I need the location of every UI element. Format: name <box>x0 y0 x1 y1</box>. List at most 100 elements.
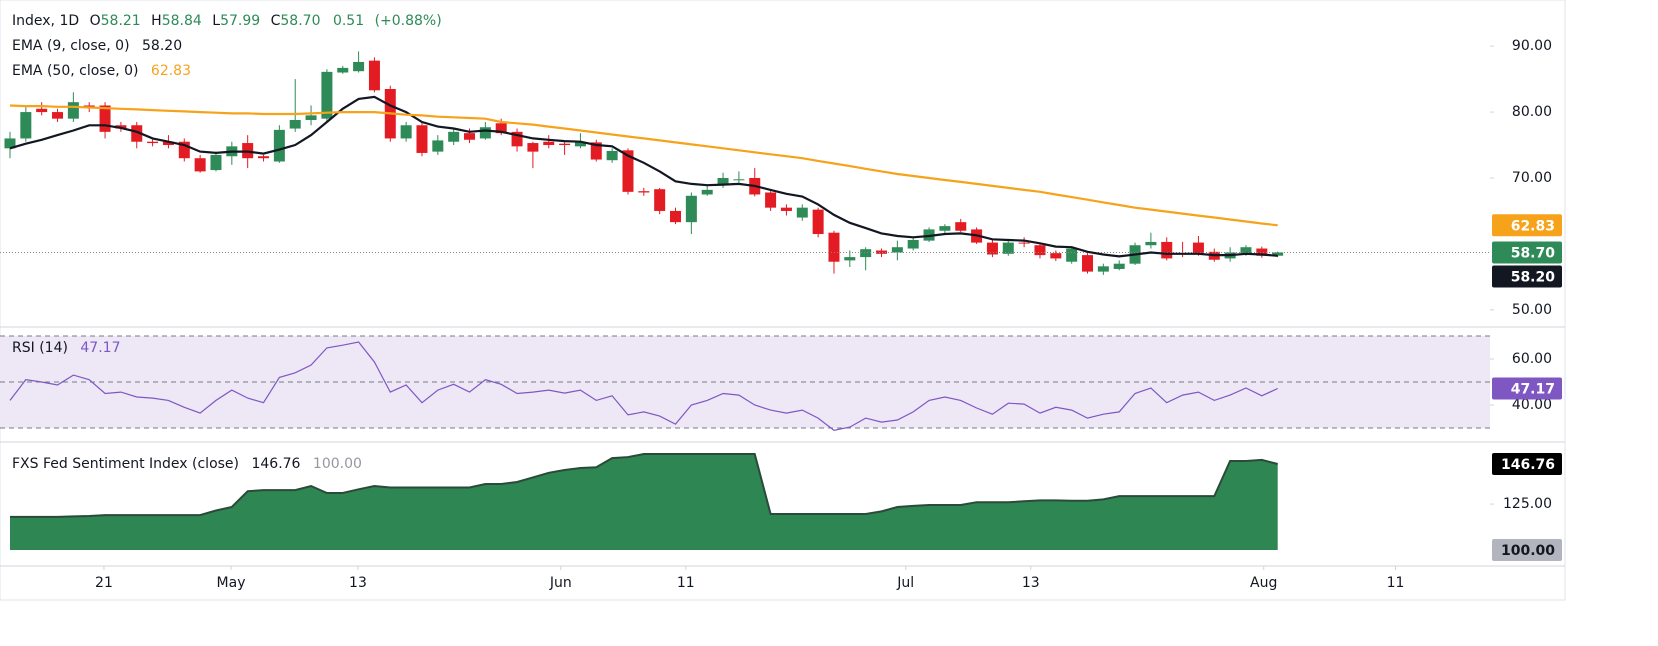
x-tick-label: 21 <box>95 575 113 591</box>
legend-entry: FXS Fed Sentiment Index (close) 146.76 1… <box>12 456 362 472</box>
candle-body <box>1018 242 1030 244</box>
y-tick-label: 50.00 <box>1512 302 1552 318</box>
candle-body <box>368 60 380 91</box>
y-tick-label: 70.00 <box>1512 170 1552 186</box>
baseline-tag: 100.00 <box>1501 543 1555 559</box>
candle-body <box>1097 266 1109 272</box>
sentiment-tag-bg <box>1492 453 1562 476</box>
rsi-line <box>9 341 1278 431</box>
legend-name: FXS Fed Sentiment Index (close) <box>12 456 239 472</box>
candle-body <box>4 138 16 149</box>
candle-body <box>670 210 682 223</box>
legend-value: 62.83 <box>151 63 191 79</box>
candle-body <box>1082 255 1094 272</box>
candle-body <box>986 242 998 255</box>
x-tick-label: May <box>217 575 246 591</box>
candle-body <box>479 127 491 139</box>
legend-value: 47.17 <box>80 340 120 356</box>
candle-body <box>638 191 650 193</box>
plot-area: 50.00 70.00 80.00 90.00 62.83 58.70 58.20 40.00… <box>0 38 1562 591</box>
candle-body <box>289 119 301 129</box>
candle-body <box>305 115 317 120</box>
baseline-tag-bg <box>1492 539 1562 562</box>
candle-body <box>780 207 792 211</box>
legend-entry: RSI (14) 47.17 <box>12 340 120 356</box>
area-line <box>10 453 1278 518</box>
candle-body <box>891 247 903 253</box>
candle-body <box>52 112 64 119</box>
candle-body <box>701 189 713 195</box>
candle-body <box>258 156 270 159</box>
candle-body <box>574 142 586 147</box>
ohlc-prefix: C <box>271 13 281 29</box>
candle-body <box>210 154 222 171</box>
candle-body <box>1002 242 1014 254</box>
candle-body <box>685 195 697 223</box>
legend-area: Index, 1D O58.21 H58.84 L57.99 C58.70 0.… <box>12 13 442 472</box>
candle-body <box>876 250 888 254</box>
candle-body <box>796 207 808 218</box>
candle-body <box>559 143 571 146</box>
legend-value: 146.76 <box>251 456 300 472</box>
legend-name: EMA (9, close, 0) <box>12 38 130 54</box>
x-tick-label: 13 <box>349 575 367 591</box>
legend-value: 58.20 <box>142 38 182 54</box>
ohlc-value: 58.70 <box>280 13 320 29</box>
candle-body <box>162 141 174 146</box>
y-tick-label: 90.00 <box>1512 38 1552 54</box>
candle-body <box>527 143 539 152</box>
ohlc-prefix: H <box>151 13 162 29</box>
change-percent: (+0.88%) <box>375 13 442 29</box>
candle-body <box>273 129 285 162</box>
price-tag-bg <box>1492 241 1562 264</box>
header: Index, 1D O58.21 H58.84 L57.99 C58.70 0.… <box>12 13 442 29</box>
candle-body <box>400 125 412 139</box>
ohlc-prefix: L <box>212 13 220 29</box>
price-tag-bg <box>1492 265 1562 288</box>
candle-body <box>178 141 190 159</box>
candle-body <box>432 140 444 152</box>
legend-value: 100.00 <box>313 456 362 472</box>
sentiment-tag: 146.76 <box>1501 457 1555 473</box>
x-tick-label: Jun <box>549 575 572 591</box>
change: 0.51 <box>333 13 364 29</box>
candle-body <box>337 67 349 73</box>
y-tick-label: 125.00 <box>1503 496 1552 512</box>
x-tick-label: 11 <box>1387 575 1405 591</box>
candle-body <box>622 150 634 192</box>
candle-body <box>1192 242 1204 254</box>
price-tag: 62.83 <box>1511 218 1555 234</box>
legend-entry: EMA (9, close, 0) 58.20 <box>12 38 182 54</box>
candle-body <box>1256 248 1268 256</box>
candle-body <box>828 232 840 262</box>
candle-body <box>147 141 159 144</box>
x-tick-label: Aug <box>1250 575 1277 591</box>
candle-body <box>543 141 555 146</box>
candle-body <box>511 131 523 147</box>
candle-body <box>844 257 856 261</box>
candle-body <box>860 249 872 258</box>
candle-body <box>99 105 111 132</box>
candle-body <box>733 179 745 181</box>
ohlc-value: 58.21 <box>101 13 141 29</box>
legend-name: RSI (14) <box>12 340 68 356</box>
candle-body <box>36 108 48 113</box>
candle-body <box>1050 253 1062 259</box>
price-tag: 58.20 <box>1511 269 1556 285</box>
candle-body <box>1240 247 1252 254</box>
legend-entry: EMA (50, close, 0) 62.83 <box>12 63 191 79</box>
candle-body <box>83 105 95 107</box>
candle-body <box>448 131 460 142</box>
x-tick-label: Jul <box>896 575 914 591</box>
y-tick-label: 60.00 <box>1512 351 1552 367</box>
candle-body <box>1272 252 1284 256</box>
candle-body <box>194 158 206 172</box>
candle-body <box>717 177 729 185</box>
candle-body <box>765 192 777 208</box>
ohlc-prefix: O <box>90 13 101 29</box>
candle-body <box>590 142 602 160</box>
candle-body <box>416 125 428 153</box>
candle-body <box>1066 248 1078 262</box>
y-tick-label: 40.00 <box>1512 397 1552 413</box>
